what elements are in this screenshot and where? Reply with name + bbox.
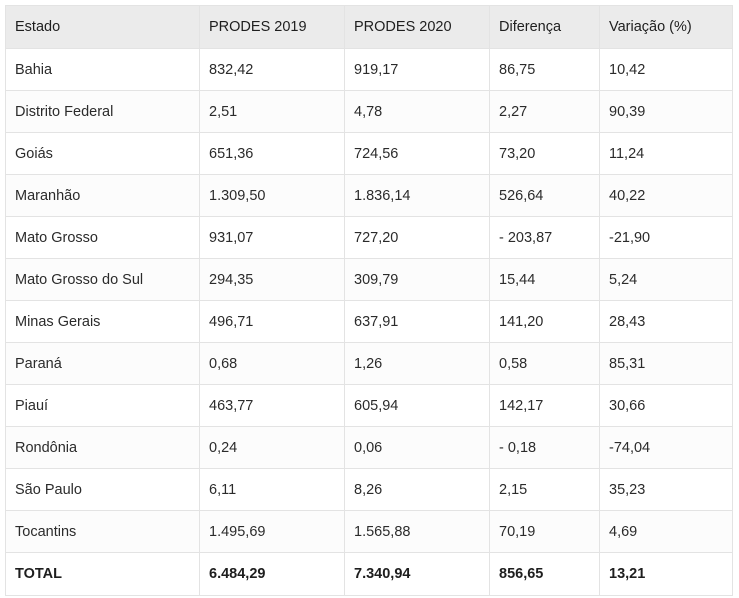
cell-variacao: 5,24 — [599, 258, 733, 301]
total-variacao: 13,21 — [599, 552, 733, 596]
cell-diferenca: 86,75 — [489, 48, 600, 91]
header-estado: Estado — [5, 5, 200, 49]
total-diferenca: 856,65 — [489, 552, 600, 596]
cell-variacao: 30,66 — [599, 384, 733, 427]
cell-estado: Paraná — [5, 342, 200, 385]
cell-diferenca: 70,19 — [489, 510, 600, 553]
cell-variacao: 35,23 — [599, 468, 733, 511]
cell-estado: Minas Gerais — [5, 300, 200, 343]
cell-prodes-2019: 2,51 — [199, 90, 345, 133]
table-row: Paraná 0,68 1,26 0,58 85,31 — [5, 342, 733, 385]
cell-variacao: 4,69 — [599, 510, 733, 553]
table-row: Rondônia 0,24 0,06 - 0,18 -74,04 — [5, 426, 733, 469]
prodes-table: Estado PRODES 2019 PRODES 2020 Diferença… — [5, 5, 733, 596]
cell-prodes-2020: 309,79 — [344, 258, 490, 301]
total-prodes-2019: 6.484,29 — [199, 552, 345, 596]
cell-prodes-2019: 1.495,69 — [199, 510, 345, 553]
cell-estado: Mato Grosso — [5, 216, 200, 259]
cell-prodes-2020: 4,78 — [344, 90, 490, 133]
cell-prodes-2019: 6,11 — [199, 468, 345, 511]
cell-prodes-2019: 931,07 — [199, 216, 345, 259]
cell-prodes-2019: 832,42 — [199, 48, 345, 91]
table-row: Goiás 651,36 724,56 73,20 11,24 — [5, 132, 733, 175]
table-row: Bahia 832,42 919,17 86,75 10,42 — [5, 48, 733, 91]
cell-diferenca: 0,58 — [489, 342, 600, 385]
cell-diferenca: 2,15 — [489, 468, 600, 511]
cell-variacao: 28,43 — [599, 300, 733, 343]
cell-variacao: 90,39 — [599, 90, 733, 133]
cell-estado: Piauí — [5, 384, 200, 427]
cell-prodes-2020: 637,91 — [344, 300, 490, 343]
cell-diferenca: 142,17 — [489, 384, 600, 427]
total-row: TOTAL 6.484,29 7.340,94 856,65 13,21 — [5, 552, 733, 596]
cell-prodes-2019: 463,77 — [199, 384, 345, 427]
cell-estado: Distrito Federal — [5, 90, 200, 133]
cell-prodes-2019: 651,36 — [199, 132, 345, 175]
cell-estado: Tocantins — [5, 510, 200, 553]
cell-prodes-2020: 727,20 — [344, 216, 490, 259]
cell-variacao: -21,90 — [599, 216, 733, 259]
table-body: Bahia 832,42 919,17 86,75 10,42 Distrito… — [5, 48, 733, 553]
table-header: Estado PRODES 2019 PRODES 2020 Diferença… — [5, 5, 733, 49]
cell-variacao: 11,24 — [599, 132, 733, 175]
cell-diferenca: 141,20 — [489, 300, 600, 343]
cell-estado: Goiás — [5, 132, 200, 175]
cell-prodes-2019: 0,68 — [199, 342, 345, 385]
table-row: Distrito Federal 2,51 4,78 2,27 90,39 — [5, 90, 733, 133]
cell-prodes-2020: 1,26 — [344, 342, 490, 385]
header-row: Estado PRODES 2019 PRODES 2020 Diferença… — [5, 5, 733, 49]
cell-estado: Bahia — [5, 48, 200, 91]
table-row: Mato Grosso do Sul 294,35 309,79 15,44 5… — [5, 258, 733, 301]
table-row: Mato Grosso 931,07 727,20 - 203,87 -21,9… — [5, 216, 733, 259]
cell-prodes-2020: 605,94 — [344, 384, 490, 427]
header-variacao: Variação (%) — [599, 5, 733, 49]
cell-diferenca: - 203,87 — [489, 216, 600, 259]
table-row: Minas Gerais 496,71 637,91 141,20 28,43 — [5, 300, 733, 343]
cell-prodes-2019: 496,71 — [199, 300, 345, 343]
cell-diferenca: 73,20 — [489, 132, 600, 175]
cell-diferenca: 15,44 — [489, 258, 600, 301]
total-prodes-2020: 7.340,94 — [344, 552, 490, 596]
cell-prodes-2020: 0,06 — [344, 426, 490, 469]
cell-prodes-2020: 1.836,14 — [344, 174, 490, 217]
table-row: Tocantins 1.495,69 1.565,88 70,19 4,69 — [5, 510, 733, 553]
cell-prodes-2020: 919,17 — [344, 48, 490, 91]
table-row: Maranhão 1.309,50 1.836,14 526,64 40,22 — [5, 174, 733, 217]
cell-prodes-2020: 8,26 — [344, 468, 490, 511]
cell-diferenca: 2,27 — [489, 90, 600, 133]
cell-prodes-2019: 294,35 — [199, 258, 345, 301]
header-prodes-2020: PRODES 2020 — [344, 5, 490, 49]
cell-variacao: 10,42 — [599, 48, 733, 91]
cell-variacao: 40,22 — [599, 174, 733, 217]
table-footer: TOTAL 6.484,29 7.340,94 856,65 13,21 — [5, 552, 733, 596]
cell-variacao: -74,04 — [599, 426, 733, 469]
cell-prodes-2019: 1.309,50 — [199, 174, 345, 217]
header-diferenca: Diferença — [489, 5, 600, 49]
cell-diferenca: 526,64 — [489, 174, 600, 217]
table-row: Piauí 463,77 605,94 142,17 30,66 — [5, 384, 733, 427]
cell-prodes-2019: 0,24 — [199, 426, 345, 469]
cell-variacao: 85,31 — [599, 342, 733, 385]
cell-prodes-2020: 1.565,88 — [344, 510, 490, 553]
cell-estado: Maranhão — [5, 174, 200, 217]
cell-prodes-2020: 724,56 — [344, 132, 490, 175]
cell-estado: Rondônia — [5, 426, 200, 469]
total-label: TOTAL — [5, 552, 200, 596]
cell-estado: Mato Grosso do Sul — [5, 258, 200, 301]
cell-diferenca: - 0,18 — [489, 426, 600, 469]
data-table-container: Estado PRODES 2019 PRODES 2020 Diferença… — [5, 5, 733, 596]
table-row: São Paulo 6,11 8,26 2,15 35,23 — [5, 468, 733, 511]
header-prodes-2019: PRODES 2019 — [199, 5, 345, 49]
cell-estado: São Paulo — [5, 468, 200, 511]
